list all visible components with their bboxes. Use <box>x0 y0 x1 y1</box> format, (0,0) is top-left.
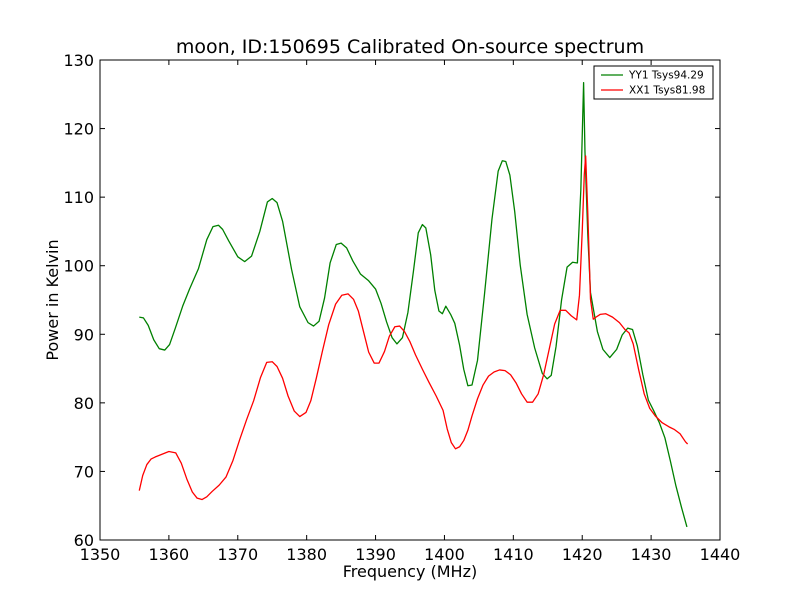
series-line-xx1 <box>138 155 689 501</box>
y-tick-label: 120 <box>63 120 94 139</box>
x-tick-label: 1400 <box>424 545 465 564</box>
x-tick-label: 1390 <box>355 545 396 564</box>
plot-frame <box>99 59 721 541</box>
x-tick-label: 1410 <box>493 545 534 564</box>
y-tick-label: 70 <box>74 462 94 481</box>
y-tick-label: 80 <box>74 394 94 413</box>
series-line-yy1 <box>139 81 688 528</box>
x-tick-label: 1430 <box>631 545 672 564</box>
y-tick-label: 130 <box>63 51 94 70</box>
y-tick-label: 110 <box>63 188 94 207</box>
x-tick-label: 1440 <box>700 545 741 564</box>
x-tick-label: 1380 <box>286 545 327 564</box>
y-tick-label: 60 <box>74 531 94 550</box>
y-tick-label: 100 <box>63 257 94 276</box>
x-tick-label: 1350 <box>80 545 121 564</box>
legend: YY1 Tsys94.29 XX1 Tsys81.98 <box>593 65 714 100</box>
chart-title: moon, ID:150695 Calibrated On-source spe… <box>176 36 644 58</box>
legend-box <box>593 65 714 100</box>
legend-label-yy1: YY1 Tsys94.29 <box>628 70 704 82</box>
x-tick-label: 1370 <box>217 545 258 564</box>
plot-area: 1350 1360 1370 1380 1390 1400 1410 1420 1430 1440… <box>63 51 740 564</box>
x-tick-label: 1420 <box>562 545 603 564</box>
legend-label-xx1: XX1 Tsys81.98 <box>629 85 705 97</box>
x-tick-label: 1360 <box>149 545 190 564</box>
y-tick-label: 90 <box>74 325 94 344</box>
y-axis-label: Power in Kelvin <box>43 239 62 360</box>
x-axis-label: Frequency (MHz) <box>343 562 477 581</box>
